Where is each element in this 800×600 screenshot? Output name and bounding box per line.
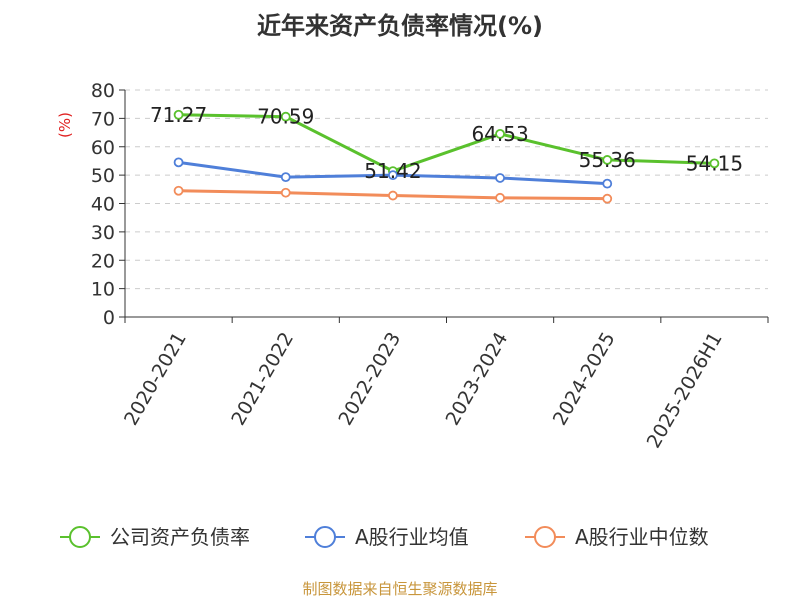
legend-marker (314, 526, 336, 548)
y-tick-label: 60 (91, 137, 115, 159)
y-tick-label: 50 (91, 165, 115, 187)
x-tick-label: 2023-2024 (442, 329, 513, 430)
series-line (178, 113, 715, 173)
x-tick-label: 2025-2026H1 (643, 329, 727, 453)
data-labels: 71.27 70.59 51.42 64.53 55.36 54.15 (150, 103, 743, 183)
legend-label: A股行业中位数 (575, 525, 709, 549)
y-axis-unit: (%) (56, 112, 74, 138)
data-point (388, 170, 398, 181)
data-point (388, 190, 398, 201)
data-point (495, 192, 505, 203)
data-point (280, 172, 291, 183)
data-point (173, 157, 184, 168)
data-point (602, 178, 613, 189)
data-label: 51.42 (364, 159, 421, 183)
data-point (602, 155, 613, 165)
data-point (495, 173, 505, 183)
y-tick-label: 80 (91, 80, 115, 102)
axes: 0 10 20 30 40 50 60 70 80 (%) 2020-2021 2021-2022 20… (56, 80, 769, 453)
legend-marker (69, 526, 91, 548)
y-tick-label: 70 (91, 108, 115, 130)
data-label: 55.36 (579, 148, 636, 172)
y-tick-label: 0 (103, 307, 115, 329)
series-lines (173, 109, 720, 204)
data-point (495, 128, 505, 139)
legend: 公司资产负债率 A股行业均值 A股行业中位数 (60, 525, 709, 549)
data-point (602, 193, 613, 204)
source-note: 制图数据来自恒生聚源数据库 (302, 580, 498, 598)
y-tick-label: 20 (91, 250, 115, 272)
y-tick-label: 40 (91, 194, 115, 216)
x-tick-label: 2022-2023 (334, 329, 405, 430)
x-tick-label: 2024-2025 (549, 329, 620, 430)
data-label: 70.59 (257, 105, 314, 129)
legend-label: 公司资产负债率 (110, 525, 250, 549)
legend-marker (534, 526, 556, 548)
gridlines (125, 89, 768, 290)
data-point (173, 109, 184, 120)
data-point (173, 185, 184, 196)
data-point (280, 111, 291, 122)
data-label: 64.53 (471, 122, 528, 146)
data-label: 71.27 (150, 103, 207, 127)
data-point (709, 158, 720, 169)
x-tick-label: 2021-2022 (227, 329, 298, 430)
data-point (280, 187, 291, 198)
data-label: 54.15 (686, 151, 743, 175)
y-tick-label: 10 (91, 279, 115, 301)
y-tick-label: 30 (91, 222, 115, 244)
chart-title: 近年来资产负债率情况(%) (257, 12, 543, 40)
legend-label: A股行业均值 (355, 525, 469, 549)
x-tick-label: 2020-2021 (120, 329, 191, 430)
